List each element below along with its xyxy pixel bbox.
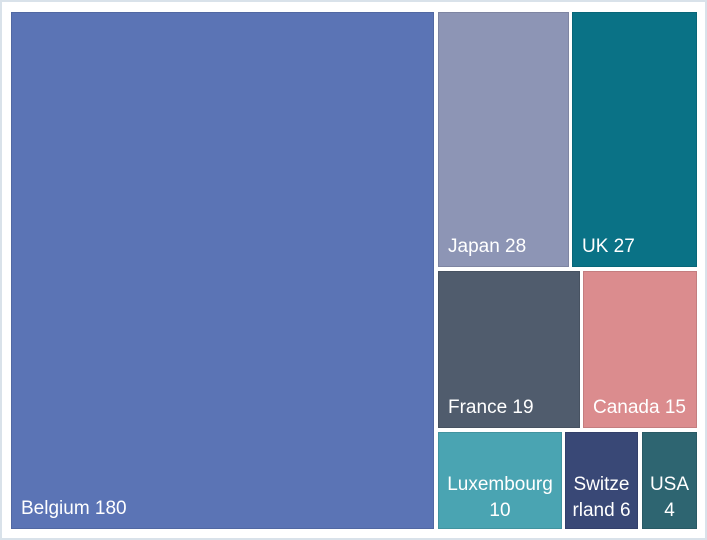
- tile-label-uk: UK 27: [582, 235, 635, 257]
- treemap-tile-canada: Canada 15: [583, 271, 697, 428]
- treemap-tile-japan: Japan 28: [438, 12, 569, 267]
- treemap-tile-belgium: Belgium 180: [11, 12, 434, 529]
- treemap-tile-france: France 19: [438, 271, 580, 428]
- treemap-tile-luxembourg: Luxembourg 10: [438, 432, 562, 529]
- tile-label-usa: USA 4: [649, 473, 690, 521]
- tile-label-japan: Japan 28: [448, 235, 527, 257]
- tile-label-belgium: Belgium 180: [21, 497, 127, 519]
- tile-label-canada: Canada 15: [593, 396, 686, 418]
- tile-label-switzerland: Switze rland 6: [572, 473, 631, 521]
- treemap-tile-switzerland: Switze rland 6: [565, 432, 638, 529]
- treemap-tile-usa: USA 4: [642, 432, 697, 529]
- tile-label-luxembourg: Luxembourg 10: [447, 473, 553, 521]
- tile-label-france: France 19: [448, 396, 534, 418]
- treemap-tile-uk: UK 27: [572, 12, 697, 267]
